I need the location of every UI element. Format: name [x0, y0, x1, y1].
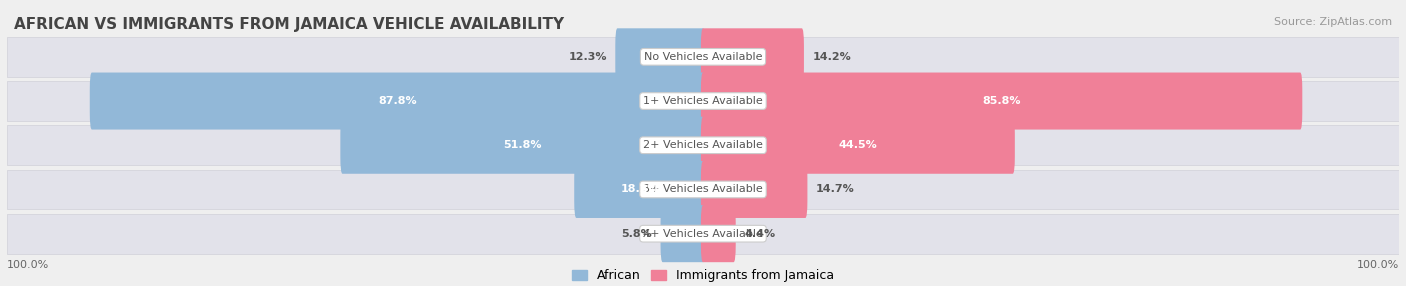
Bar — [7, 214, 1399, 253]
Text: 12.3%: 12.3% — [568, 52, 607, 62]
FancyBboxPatch shape — [574, 161, 704, 218]
Text: 4.4%: 4.4% — [744, 229, 775, 239]
FancyBboxPatch shape — [702, 28, 804, 85]
Bar — [7, 37, 1399, 77]
Text: 100.0%: 100.0% — [1357, 260, 1399, 270]
Text: 100.0%: 100.0% — [7, 260, 49, 270]
Text: 1+ Vehicles Available: 1+ Vehicles Available — [643, 96, 763, 106]
Text: 18.2%: 18.2% — [620, 184, 659, 194]
Text: 14.2%: 14.2% — [813, 52, 851, 62]
FancyBboxPatch shape — [702, 205, 735, 262]
Bar — [7, 170, 1399, 209]
Text: 5.8%: 5.8% — [621, 229, 652, 239]
Text: AFRICAN VS IMMIGRANTS FROM JAMAICA VEHICLE AVAILABILITY: AFRICAN VS IMMIGRANTS FROM JAMAICA VEHIC… — [14, 17, 564, 32]
FancyBboxPatch shape — [702, 161, 807, 218]
FancyBboxPatch shape — [90, 73, 704, 130]
Text: 44.5%: 44.5% — [838, 140, 877, 150]
Text: 4+ Vehicles Available: 4+ Vehicles Available — [643, 229, 763, 239]
FancyBboxPatch shape — [616, 28, 704, 85]
Text: 87.8%: 87.8% — [378, 96, 416, 106]
Bar — [7, 81, 1399, 121]
FancyBboxPatch shape — [661, 205, 704, 262]
Text: 85.8%: 85.8% — [983, 96, 1021, 106]
Text: 2+ Vehicles Available: 2+ Vehicles Available — [643, 140, 763, 150]
FancyBboxPatch shape — [340, 117, 704, 174]
Legend: African, Immigrants from Jamaica: African, Immigrants from Jamaica — [572, 269, 834, 282]
FancyBboxPatch shape — [702, 73, 1302, 130]
Text: 3+ Vehicles Available: 3+ Vehicles Available — [643, 184, 763, 194]
Text: Source: ZipAtlas.com: Source: ZipAtlas.com — [1274, 17, 1392, 27]
Text: 51.8%: 51.8% — [503, 140, 541, 150]
FancyBboxPatch shape — [702, 117, 1015, 174]
Bar — [7, 126, 1399, 165]
Text: 14.7%: 14.7% — [815, 184, 855, 194]
Text: No Vehicles Available: No Vehicles Available — [644, 52, 762, 62]
